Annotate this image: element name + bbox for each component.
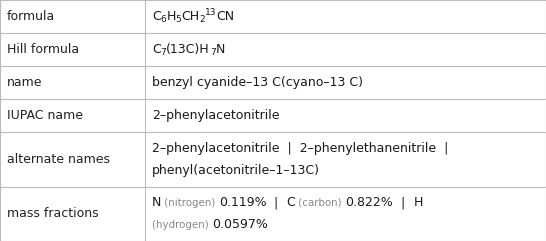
- Text: (nitrogen): (nitrogen): [161, 198, 219, 208]
- Text: 7: 7: [210, 48, 216, 57]
- Text: H: H: [167, 10, 176, 23]
- Text: N: N: [152, 196, 161, 209]
- Text: CN: CN: [217, 10, 235, 23]
- Text: 13: 13: [205, 8, 217, 17]
- Text: 2–phenylacetonitrile: 2–phenylacetonitrile: [152, 109, 280, 122]
- Text: (carbon): (carbon): [295, 198, 345, 208]
- Text: IUPAC name: IUPAC name: [7, 109, 83, 122]
- Text: alternate names: alternate names: [7, 153, 110, 166]
- Text: |: |: [266, 196, 287, 209]
- Text: (hydrogen): (hydrogen): [152, 220, 212, 230]
- Text: 2: 2: [199, 15, 205, 24]
- Text: N: N: [216, 43, 225, 56]
- Text: 0.119%: 0.119%: [219, 196, 266, 209]
- Text: C: C: [152, 10, 161, 23]
- Text: C: C: [287, 196, 295, 209]
- Text: Hill formula: Hill formula: [7, 43, 79, 56]
- Text: benzyl cyanide–13 C(cyano–13 C): benzyl cyanide–13 C(cyano–13 C): [152, 76, 363, 89]
- Text: 0.0597%: 0.0597%: [212, 218, 268, 231]
- Text: mass fractions: mass fractions: [7, 207, 99, 220]
- Text: (13C)H: (13C)H: [167, 43, 210, 56]
- Text: 0.822%: 0.822%: [345, 196, 393, 209]
- Text: 6: 6: [161, 15, 167, 24]
- Text: H: H: [413, 196, 423, 209]
- Text: formula: formula: [7, 10, 55, 23]
- Text: 2–phenylacetonitrile  |  2–phenylethanenitrile  |: 2–phenylacetonitrile | 2–phenylethanenit…: [152, 142, 448, 155]
- Text: CH: CH: [181, 10, 199, 23]
- Text: |: |: [393, 196, 413, 209]
- Text: name: name: [7, 76, 43, 89]
- Text: phenyl(acetonitrile–1–13C): phenyl(acetonitrile–1–13C): [152, 164, 320, 177]
- Text: 7: 7: [161, 48, 167, 57]
- Text: 5: 5: [176, 15, 181, 24]
- Text: C: C: [152, 43, 161, 56]
